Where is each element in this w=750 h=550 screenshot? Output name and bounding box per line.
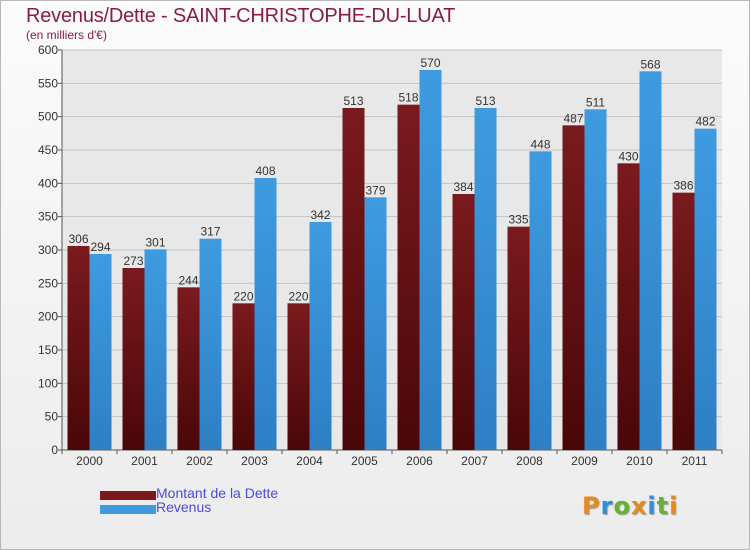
data-label: 386 (673, 179, 693, 193)
bar-revenus (254, 178, 277, 450)
logo-letter: i (669, 492, 679, 520)
data-label: 511 (586, 95, 605, 109)
data-label: 317 (200, 225, 220, 239)
x-tick-label: 2006 (406, 454, 433, 468)
y-tick-label: 0 (51, 443, 58, 457)
bar-revenus (309, 222, 332, 450)
data-label: 273 (123, 254, 143, 268)
bar-dette (177, 287, 200, 450)
data-label: 487 (563, 111, 583, 125)
y-tick-label: 150 (38, 343, 58, 357)
bar-revenus (529, 151, 552, 451)
legend-label-dette: Montant de la Dette (156, 485, 279, 501)
x-tick-label: 2000 (76, 454, 103, 468)
x-tick-label: 2004 (296, 454, 323, 468)
data-label: 482 (695, 115, 715, 129)
data-label: 430 (618, 149, 638, 163)
logo-letter: t (656, 492, 670, 520)
data-label: 220 (233, 289, 253, 303)
bar-dette (617, 163, 640, 451)
bar-revenus (89, 254, 112, 450)
data-label: 342 (310, 208, 330, 222)
data-label: 570 (420, 56, 440, 70)
y-tick-label: 50 (45, 410, 59, 424)
data-label: 408 (255, 164, 275, 178)
bar-revenus (199, 238, 222, 450)
legend-swatch-dette (100, 491, 156, 500)
logo-letter: r (600, 492, 614, 520)
data-label: 513 (475, 94, 495, 108)
data-label: 335 (508, 213, 528, 227)
y-tick-label: 450 (38, 143, 58, 157)
bar-dette (672, 192, 695, 450)
chart-subtitle: (en milliers d'€) (26, 28, 107, 42)
bar-dette (232, 303, 255, 450)
y-tick-label: 300 (38, 243, 58, 257)
bar-revenus (694, 128, 717, 450)
y-tick-label: 550 (38, 76, 58, 90)
bar-dette (342, 108, 365, 450)
bar-dette (397, 104, 420, 451)
data-label: 294 (90, 240, 110, 254)
bar-dette (507, 226, 530, 450)
data-label: 448 (530, 137, 550, 151)
x-tick-label: 2010 (626, 454, 653, 468)
data-label: 379 (365, 183, 385, 197)
logo-letter: x (630, 492, 648, 520)
bar-revenus (364, 197, 387, 450)
x-tick-label: 2003 (241, 454, 268, 468)
logo-letter: i (647, 492, 657, 520)
data-label: 306 (68, 232, 88, 246)
data-label: 384 (453, 180, 473, 194)
bar-revenus (144, 249, 167, 450)
logo-letter: P (582, 492, 601, 520)
x-tick-label: 2009 (571, 454, 598, 468)
legend-swatch-revenus (100, 505, 156, 514)
x-tick-label: 2011 (682, 454, 708, 468)
bar-revenus (639, 71, 662, 450)
x-tick-label: 2002 (186, 454, 213, 468)
x-tick-label: 2008 (516, 454, 543, 468)
bar-revenus (419, 70, 442, 450)
y-tick-label: 400 (38, 176, 58, 190)
y-tick-label: 100 (38, 376, 58, 390)
chart-title: Revenus/Dette - SAINT-CHRISTOPHE-DU-LUAT (26, 5, 456, 27)
bar-dette (562, 125, 585, 450)
x-tick-label: 2005 (351, 454, 378, 468)
logo-letter: o (613, 492, 631, 520)
data-label: 518 (398, 91, 418, 105)
data-label: 220 (288, 289, 308, 303)
x-tick-label: 2007 (461, 454, 488, 468)
y-tick-label: 600 (38, 43, 58, 57)
y-tick-label: 500 (38, 110, 58, 124)
y-tick-label: 250 (38, 276, 58, 290)
bar-revenus (584, 109, 607, 450)
y-tick-label: 200 (38, 310, 58, 324)
data-label: 568 (640, 57, 660, 71)
data-label: 301 (145, 235, 165, 249)
bar-revenus (474, 108, 497, 450)
x-tick-label: 2001 (131, 454, 158, 468)
bar-dette (452, 194, 475, 450)
legend-label-revenus: Revenus (156, 499, 212, 515)
proxiti-logo: Proxiti (582, 492, 678, 520)
bar-dette (67, 246, 90, 450)
bar-dette (122, 268, 145, 450)
data-label: 513 (343, 94, 363, 108)
data-label: 244 (178, 273, 198, 287)
bar-dette (287, 303, 310, 450)
y-tick-label: 350 (38, 210, 58, 224)
